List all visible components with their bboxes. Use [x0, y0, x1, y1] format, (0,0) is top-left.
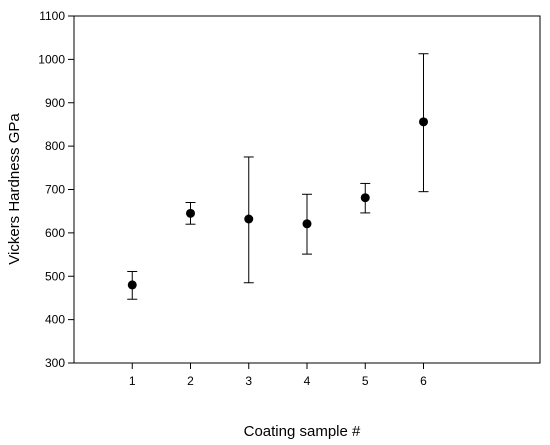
error-bars	[127, 53, 429, 300]
x-tick-label: 3	[245, 374, 252, 388]
data-point	[244, 214, 254, 224]
y-tick-label: 1100	[39, 9, 65, 23]
x-axis-ticks: 1 2 3 4 5 6	[129, 363, 427, 388]
y-tick-label: 400	[45, 313, 65, 327]
y-tick-label: 800	[45, 139, 65, 153]
x-tick-label: 1	[129, 374, 136, 388]
x-tick-label: 4	[304, 374, 311, 388]
y-tick-label: 900	[45, 96, 65, 110]
data-point	[419, 117, 428, 127]
y-axis-label: Vickers Hardness GPa	[6, 113, 23, 265]
data-point	[127, 280, 137, 290]
x-tick-label: 6	[420, 374, 427, 388]
y-tick-label: 1000	[38, 52, 65, 66]
y-axis-ticks: 300 400 500 600 700 800 900 1000 1100	[38, 9, 74, 370]
x-axis-label: Coating sample #	[244, 423, 361, 440]
y-tick-label: 600	[45, 226, 65, 240]
y-tick-label: 700	[45, 183, 65, 197]
y-tick-label: 300	[45, 356, 65, 370]
x-tick-label: 5	[362, 374, 369, 388]
y-tick-label: 500	[45, 269, 65, 283]
data-point	[360, 193, 370, 203]
data-point	[186, 208, 195, 218]
data-points	[127, 117, 428, 290]
data-point	[302, 219, 312, 229]
plot-frame	[73, 15, 541, 364]
x-tick-label: 2	[187, 374, 194, 388]
axes	[73, 15, 541, 364]
